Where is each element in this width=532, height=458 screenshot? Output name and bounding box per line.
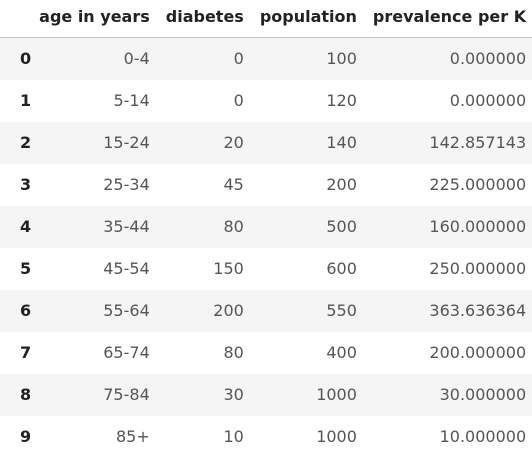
- row-index: 7: [20, 343, 32, 362]
- row-index: 6: [20, 301, 32, 320]
- cell-age: 25-34: [103, 175, 150, 194]
- table-row: 7 65-74 80 400 200.000000: [0, 331, 532, 374]
- cell-prevalence: 200.000000: [429, 343, 527, 362]
- cell-age: 55-64: [103, 301, 150, 320]
- cell-diabetes: 45: [223, 175, 244, 194]
- cell-age: 15-24: [103, 133, 150, 152]
- cell-prevalence: 225.000000: [429, 175, 527, 194]
- table-row: 5 45-54 150 600 250.000000: [0, 247, 532, 290]
- column-header-age: age in years: [31, 0, 158, 38]
- cell-population: 1000: [316, 385, 357, 404]
- table-row: 2 15-24 20 140 142.857143: [0, 121, 532, 164]
- cell-diabetes: 0: [233, 49, 244, 69]
- table-row: 4 35-44 80 500 160.000000: [0, 205, 532, 248]
- cell-population: 550: [326, 301, 357, 320]
- index-header: [0, 0, 32, 38]
- cell-population: 120: [326, 91, 357, 110]
- cell-population: 500: [326, 217, 357, 236]
- cell-population: 600: [326, 259, 357, 278]
- cell-diabetes: 200: [213, 301, 244, 320]
- row-index: 8: [20, 385, 32, 404]
- cell-age: 75-84: [103, 385, 150, 404]
- cell-diabetes: 150: [213, 259, 244, 278]
- cell-age: 65-74: [103, 343, 150, 362]
- cell-age: 0-4: [123, 49, 150, 69]
- cell-age: 5-14: [113, 91, 150, 110]
- cell-diabetes: 80: [223, 343, 244, 362]
- row-index: 9: [20, 427, 32, 446]
- cell-population: 1000: [316, 427, 357, 446]
- cell-population: 200: [326, 175, 357, 194]
- header-row: age in years diabetes population prevale…: [0, 0, 532, 38]
- cell-age: 85+: [115, 427, 150, 446]
- column-header-diabetes: diabetes: [157, 0, 252, 38]
- row-index: 2: [20, 133, 32, 152]
- cell-prevalence: 10.000000: [439, 427, 527, 446]
- cell-prevalence: 142.857143: [429, 133, 527, 152]
- table-row: 1 5-14 0 120 0.000000: [0, 79, 532, 122]
- column-header-prevalence: prevalence per K: [364, 0, 532, 38]
- cell-population: 400: [326, 343, 357, 362]
- cell-population: 140: [326, 133, 357, 152]
- cell-prevalence: 0.000000: [449, 91, 527, 110]
- table-row: 0 0-4 0 100 0.000000: [0, 37, 532, 80]
- cell-diabetes: 80: [223, 217, 244, 236]
- table-row: 6 55-64 200 550 363.636364: [0, 289, 532, 332]
- column-header-population: population: [251, 0, 365, 38]
- row-index: 3: [20, 175, 32, 194]
- row-index: 5: [20, 259, 32, 278]
- row-index: 1: [20, 91, 32, 110]
- table-row: 3 25-34 45 200 225.000000: [0, 163, 532, 206]
- row-index: 4: [20, 217, 32, 236]
- row-index: 0: [20, 49, 32, 69]
- cell-diabetes: 20: [223, 133, 244, 152]
- cell-prevalence: 0.000000: [449, 49, 527, 69]
- cell-prevalence: 30.000000: [439, 385, 527, 404]
- cell-prevalence: 363.636364: [429, 301, 527, 320]
- cell-diabetes: 10: [223, 427, 244, 446]
- cell-prevalence: 160.000000: [429, 217, 527, 236]
- cell-diabetes: 0: [233, 91, 244, 110]
- cell-population: 100: [326, 49, 357, 69]
- cell-diabetes: 30: [223, 385, 244, 404]
- table-row: 8 75-84 30 1000 30.000000: [0, 373, 532, 416]
- cell-age: 45-54: [103, 259, 150, 278]
- cell-prevalence: 250.000000: [429, 259, 527, 278]
- cell-age: 35-44: [103, 217, 150, 236]
- table-row: 9 85+ 10 1000 10.000000: [0, 415, 532, 458]
